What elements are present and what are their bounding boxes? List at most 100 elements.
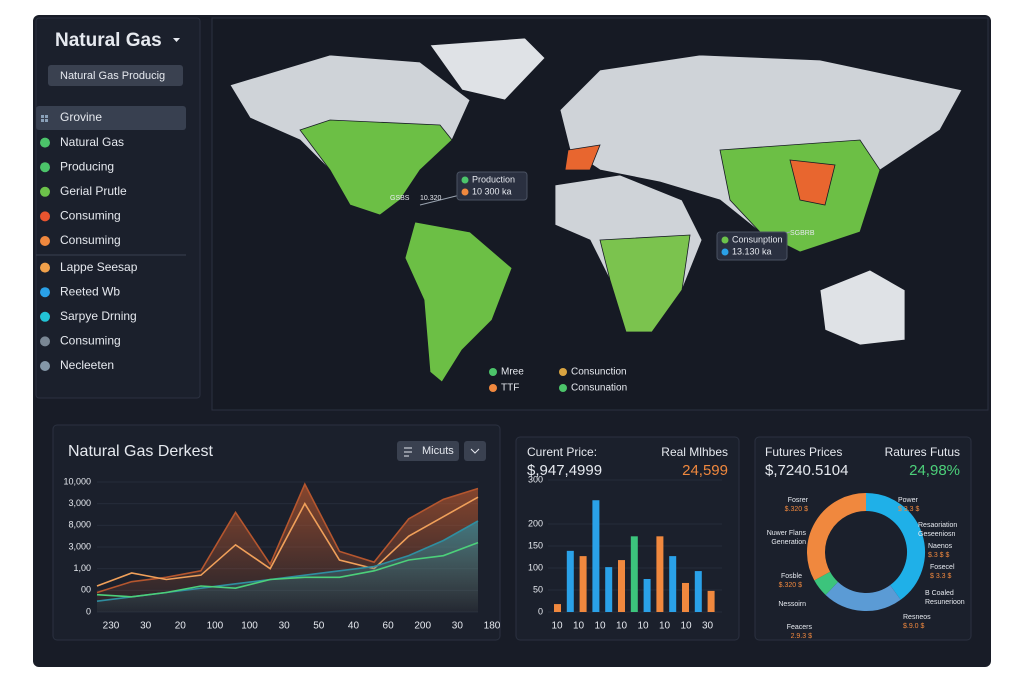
donut-segment xyxy=(825,581,901,611)
toggle-caret xyxy=(470,448,480,454)
north-america-zone xyxy=(299,119,453,216)
donut-annotation: Power xyxy=(898,497,919,504)
y-tick-label: 150 xyxy=(528,540,543,550)
bar xyxy=(656,536,664,612)
item-dot xyxy=(40,211,50,222)
y-tick-label: 300 xyxy=(528,474,543,484)
donut-segment xyxy=(807,493,867,581)
range-button-label[interactable]: Micuts xyxy=(422,445,454,457)
callout-box xyxy=(716,231,788,261)
x-tick-label: 100 xyxy=(207,621,224,632)
legend-dot xyxy=(559,368,567,376)
y-tick-label: 10,000 xyxy=(63,476,91,486)
y-tick-label: 3,000 xyxy=(68,541,91,551)
x-tick-label: 180 xyxy=(484,621,501,632)
y-tick-label: 50 xyxy=(533,584,543,594)
callout-text: 13.130 ka xyxy=(732,246,772,256)
x-tick-label: 20 xyxy=(175,621,187,632)
item-label[interactable]: Lappe Seesap xyxy=(60,260,138,274)
callout-dot xyxy=(461,176,469,184)
button-icon xyxy=(404,447,412,457)
dropdown-label[interactable]: Natural Gas Producig xyxy=(60,70,165,82)
bar xyxy=(554,604,561,612)
area-fill xyxy=(97,521,478,612)
y-tick-label: 8,000 xyxy=(68,520,91,530)
donut-annotation: Generation xyxy=(771,539,806,546)
price-label: Curent Price: xyxy=(527,445,597,459)
map-label: SGBRB xyxy=(790,230,815,237)
item-icon xyxy=(41,115,44,118)
donut-annotation: Fosrer xyxy=(788,497,809,504)
bar xyxy=(669,556,677,612)
item-label[interactable]: Gerial Prutle xyxy=(60,184,127,198)
item-label[interactable]: Natural Gas xyxy=(60,135,124,149)
caret xyxy=(173,38,180,42)
active-item[interactable] xyxy=(36,106,186,130)
bar xyxy=(643,579,651,612)
x-tick-label: 60 xyxy=(383,621,395,632)
y-tick-label: 0 xyxy=(86,606,91,616)
item-label[interactable]: Grovine xyxy=(60,110,102,124)
x-tick-label: 10 xyxy=(594,621,606,632)
bar xyxy=(605,567,613,612)
y-tick-label: 200 xyxy=(528,518,543,528)
callout-dot xyxy=(721,248,729,256)
item-label[interactable]: Consuming xyxy=(60,209,121,223)
donut-annotation: Nuwer Flans xyxy=(767,530,807,537)
dropdown[interactable] xyxy=(48,65,183,86)
bar xyxy=(707,590,715,612)
x-tick-label: 10 xyxy=(616,621,628,632)
x-tick-label: 30 xyxy=(702,621,714,632)
bar xyxy=(682,582,689,612)
item-label[interactable]: Necleeten xyxy=(60,358,114,372)
item-dot xyxy=(40,162,50,173)
australia xyxy=(819,269,906,346)
item-label[interactable]: Sarpye Drning xyxy=(60,309,137,323)
callout-dot xyxy=(461,188,469,196)
europe-hot xyxy=(564,144,601,171)
x-tick-label: 30 xyxy=(279,621,291,632)
x-tick-label: 30 xyxy=(140,621,152,632)
donut-annotation: $.9.0 $ xyxy=(903,623,925,630)
x-tick-label: 10 xyxy=(659,621,671,632)
callout-text: 10 300 ka xyxy=(472,186,512,196)
map-label: GSBS xyxy=(390,195,410,202)
legend-dot xyxy=(489,384,497,392)
item-label[interactable]: Consuming xyxy=(60,334,121,348)
legend-dot xyxy=(559,384,567,392)
item-label[interactable]: Reeted Wb xyxy=(60,284,120,298)
x-tick-label: 100 xyxy=(241,621,258,632)
bar xyxy=(566,550,574,612)
x-tick-label: 10 xyxy=(680,621,692,632)
greenland xyxy=(429,37,546,101)
item-label[interactable]: Consuming xyxy=(60,233,121,247)
donut-annotation: Resneos xyxy=(903,614,931,621)
x-tick-label: 10 xyxy=(573,621,585,632)
price-label-2: Real Mlhbes xyxy=(661,445,728,459)
item-label[interactable]: Producing xyxy=(60,159,114,173)
y-tick-label: 100 xyxy=(528,562,543,572)
y-tick-label: 3,000 xyxy=(68,498,91,508)
item-icon xyxy=(41,119,44,122)
x-tick-label: 50 xyxy=(313,621,325,632)
market-title: Natural Gas Derkest xyxy=(68,443,213,460)
item-icon xyxy=(45,119,48,122)
donut-annotation: Naenos xyxy=(928,543,953,550)
legend-dot xyxy=(489,368,497,376)
map-label: 10.320 xyxy=(420,195,442,202)
range-toggle[interactable] xyxy=(464,441,486,461)
bar xyxy=(618,560,625,612)
item-dot xyxy=(40,336,50,347)
legend-label: TTF xyxy=(501,383,519,394)
donut-annotation: Geseeniosn xyxy=(918,531,955,538)
range-button[interactable] xyxy=(397,441,459,461)
donut-segment xyxy=(814,571,839,596)
legend-label: Consunation xyxy=(571,383,627,394)
bar xyxy=(592,500,600,612)
bar xyxy=(694,571,702,612)
y-tick-label: 00 xyxy=(81,585,91,595)
x-tick-label: 40 xyxy=(348,621,360,632)
x-tick-label: 200 xyxy=(414,621,431,632)
